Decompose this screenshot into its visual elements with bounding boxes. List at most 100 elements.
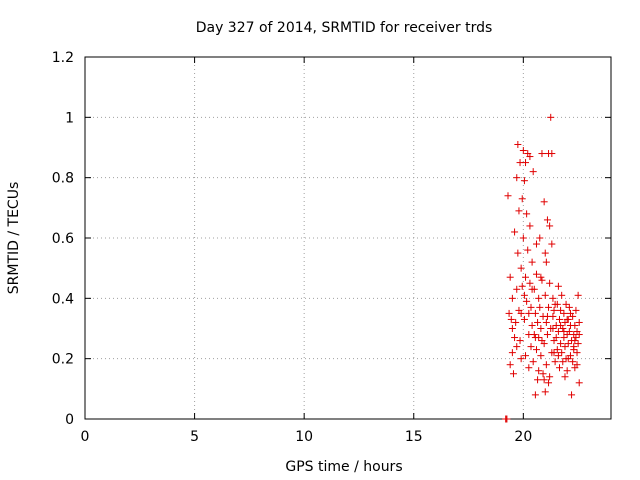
data-point: [575, 318, 583, 326]
data-point: [503, 415, 511, 423]
data-point: [508, 349, 516, 357]
data-point: [574, 340, 582, 348]
grid: [85, 57, 611, 419]
data-point: [546, 222, 554, 230]
data-point: [505, 309, 513, 317]
data-point: [554, 282, 562, 290]
data-point: [531, 391, 539, 399]
data-point: [531, 334, 539, 342]
data-point: [563, 315, 571, 323]
data-point: [513, 285, 521, 293]
data-point: [517, 264, 525, 272]
data-point: [575, 379, 583, 387]
x-tick-label: 0: [81, 429, 90, 445]
data-point: [545, 303, 553, 311]
y-tick-label: 1: [65, 110, 74, 126]
data-point: [571, 321, 579, 329]
y-tick-label: 0.2: [52, 352, 74, 368]
data-point: [525, 309, 533, 317]
data-point: [546, 279, 554, 287]
data-point: [506, 273, 514, 281]
data-point: [515, 207, 523, 215]
data-point: [523, 210, 531, 218]
data-point: [563, 367, 571, 375]
y-tick-label: 0.6: [52, 231, 74, 247]
data-point: [550, 306, 558, 314]
data-point: [525, 364, 533, 372]
data-point: [512, 318, 520, 326]
data-point: [557, 340, 565, 348]
data-point: [526, 153, 534, 161]
data-point: [522, 352, 530, 360]
x-tick-label: 15: [405, 429, 423, 445]
data-point: [538, 150, 546, 158]
y-axis-label: SRMTID / TECUs: [6, 182, 22, 295]
data-point: [564, 355, 572, 363]
data-point: [557, 321, 565, 329]
data-point: [538, 337, 546, 345]
data-point: [519, 147, 527, 155]
data-point: [537, 325, 545, 332]
data-point: [543, 312, 551, 320]
data-point: [514, 249, 522, 257]
data-point: [561, 343, 569, 351]
data-point: [561, 373, 569, 381]
x-tick-label: 5: [190, 429, 199, 445]
data-point: [513, 343, 521, 351]
data-point: [524, 246, 532, 254]
data-point: [511, 334, 519, 342]
data-point: [522, 159, 530, 167]
data-point: [543, 216, 551, 224]
data-point: [509, 370, 517, 378]
x-axis-label: GPS time / hours: [285, 459, 402, 475]
data-point: [532, 240, 540, 248]
data-point: [573, 361, 581, 369]
data-point: [572, 306, 580, 314]
data-point: [548, 240, 556, 248]
data-point: [542, 318, 550, 326]
data-point: [539, 370, 547, 378]
data-point: [558, 349, 566, 357]
x-tick-label: 10: [295, 429, 313, 445]
data-point: [566, 309, 574, 317]
data-point: [518, 282, 526, 290]
data-point: [504, 192, 512, 200]
data-point: [535, 294, 543, 302]
data-point: [574, 291, 582, 299]
data-point: [573, 349, 581, 357]
data-point: [560, 309, 568, 317]
data-point: [549, 294, 557, 302]
data-point: [572, 334, 580, 342]
y-tick-label: 0.4: [52, 291, 74, 307]
data-point: [532, 270, 540, 278]
data-point: [570, 343, 578, 351]
data-point: [526, 279, 534, 287]
data-point: [543, 331, 551, 339]
data-point: [545, 379, 553, 387]
data-points: [502, 113, 583, 423]
data-point: [514, 140, 522, 148]
data-point: [529, 358, 537, 366]
data-point: [541, 388, 549, 396]
data-point: [528, 258, 536, 266]
x-tick-label: 20: [514, 429, 532, 445]
data-point: [534, 318, 542, 326]
data-point: [528, 285, 536, 293]
data-point: [547, 113, 555, 121]
data-point: [511, 228, 519, 236]
data-point: [552, 334, 560, 342]
data-point: [535, 367, 543, 375]
data-point: [537, 352, 545, 360]
data-point: [553, 346, 561, 354]
data-point: [538, 276, 546, 284]
data-point: [516, 337, 524, 345]
data-point: [527, 303, 535, 311]
data-point: [520, 291, 528, 299]
data-point: [534, 376, 542, 384]
data-point: [518, 195, 526, 203]
data-point: [519, 234, 527, 242]
y-tick-label: 1.2: [52, 50, 74, 66]
data-point: [571, 337, 579, 345]
data-point: [530, 331, 538, 339]
